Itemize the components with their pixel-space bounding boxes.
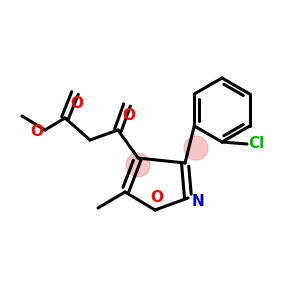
Text: O: O — [70, 95, 83, 110]
Text: O: O — [151, 190, 164, 206]
Text: N: N — [192, 194, 204, 208]
Circle shape — [184, 136, 208, 160]
Text: Cl: Cl — [248, 136, 264, 152]
Circle shape — [126, 153, 150, 177]
Text: O: O — [122, 107, 136, 122]
Text: O: O — [31, 124, 44, 140]
